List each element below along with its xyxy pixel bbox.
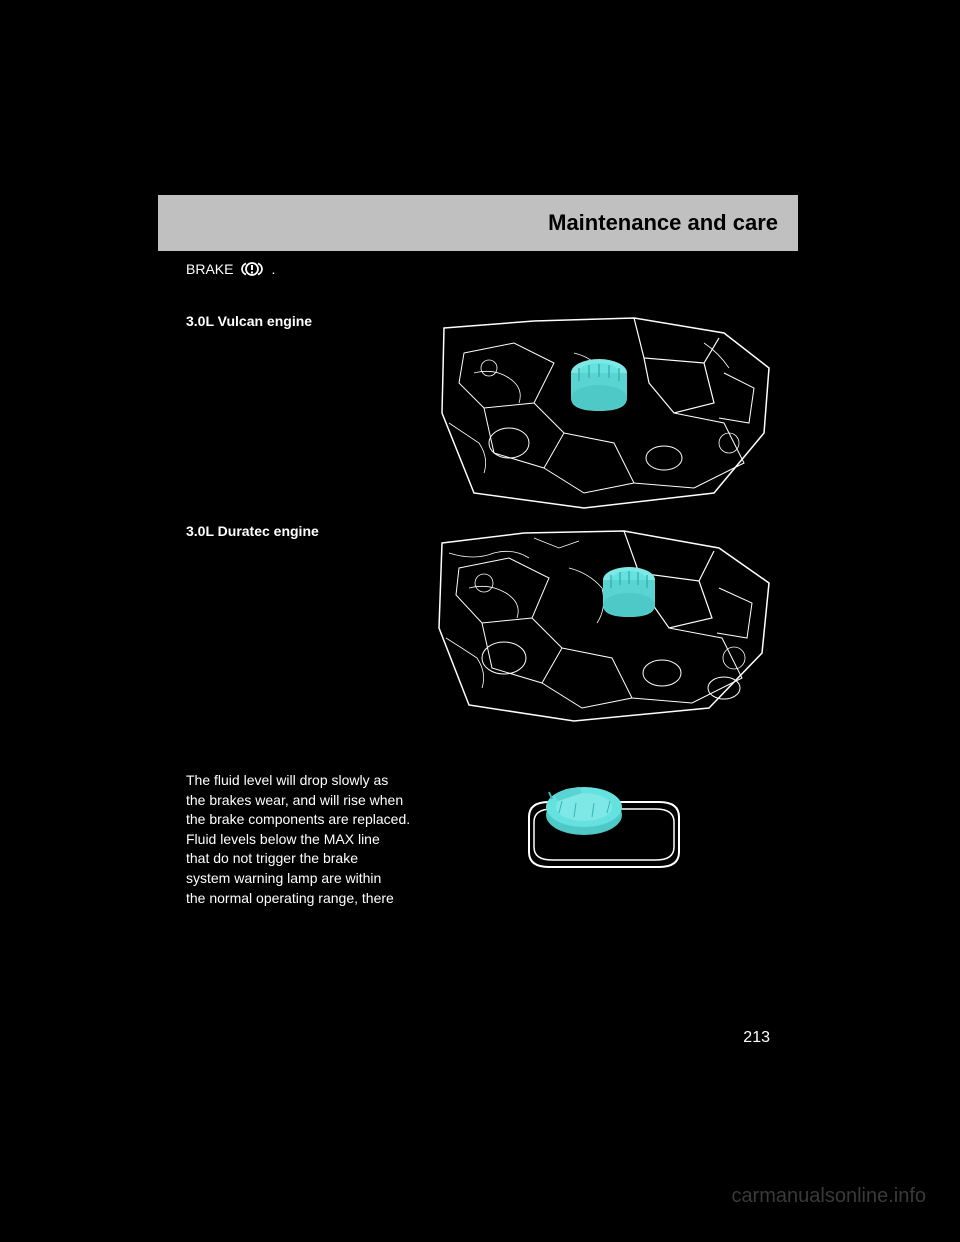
reservoir-cap-highlight-2 (603, 567, 655, 617)
engine-vulcan-diagram (434, 313, 774, 513)
engine-duratec-label: 3.0L Duratec engine (186, 523, 426, 723)
engine-vulcan-label: 3.0L Vulcan engine (186, 313, 426, 513)
fluid-line-5: that do not trigger the brake (186, 849, 426, 869)
fluid-line-2: the brakes wear, and will rise when (186, 791, 426, 811)
brake-warning-line: BRAKE . (158, 261, 798, 277)
fluid-line-7: the normal operating range, there (186, 889, 426, 909)
header-bar: Maintenance and care (158, 195, 798, 251)
fluid-line-3: the brake components are replaced. (186, 810, 426, 830)
page-title: Maintenance and care (548, 210, 778, 236)
page-container: Maintenance and care BRAKE . 3.0L Vulcan… (158, 195, 798, 1047)
fluid-section: The fluid level will drop slowly as the … (158, 771, 798, 908)
engine-section-duratec: 3.0L Duratec engine (158, 523, 798, 723)
page-number: 213 (743, 1029, 770, 1047)
engine-section-vulcan: 3.0L Vulcan engine (158, 313, 798, 513)
fluid-line-1: The fluid level will drop slowly as (186, 771, 426, 791)
fluid-line-6: system warning lamp are within (186, 869, 426, 889)
fluid-line-4: Fluid levels below the MAX line (186, 830, 426, 850)
engine-duratec-diagram (434, 523, 774, 723)
brake-warning-icon (239, 261, 265, 277)
reservoir-cap-highlight (571, 359, 627, 411)
fluid-text-block: The fluid level will drop slowly as the … (186, 771, 426, 908)
brake-suffix-text: . (271, 261, 275, 277)
reservoir-diagram (434, 771, 774, 901)
brake-prefix-text: BRAKE (186, 261, 233, 277)
watermark: carmanualsonline.info (731, 1185, 926, 1208)
